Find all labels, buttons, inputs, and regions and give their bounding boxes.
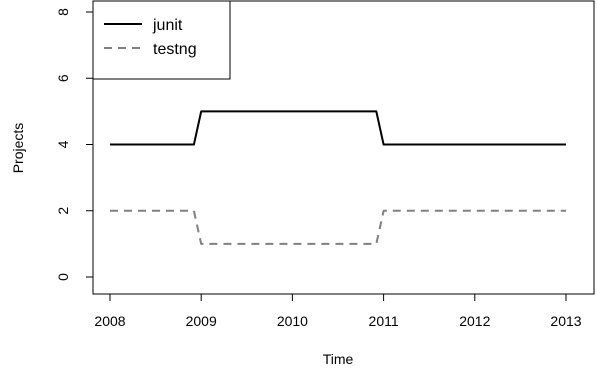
x-axis-title: Time xyxy=(323,351,354,367)
y-tick-label: 8 xyxy=(55,8,71,16)
series-line-junit xyxy=(110,110,566,146)
y-tick-label: 4 xyxy=(55,140,71,148)
x-axis: 2008 2009 2010 2011 2012 2013 xyxy=(94,293,582,329)
x-tick-label: 2011 xyxy=(369,313,399,329)
x-tick-label: 2012 xyxy=(459,313,490,329)
legend-box xyxy=(92,0,231,80)
x-tick-label: 2008 xyxy=(94,313,125,329)
x-tick-label: 2013 xyxy=(550,313,581,329)
y-tick-label: 0 xyxy=(55,273,71,281)
legend-label-testng: testng xyxy=(153,41,197,58)
y-tick-label: 2 xyxy=(55,207,71,215)
y-axis: 0 2 4 6 8 xyxy=(55,8,94,281)
legend: junit testng xyxy=(92,0,231,80)
y-tick-label: 6 xyxy=(55,74,71,82)
x-tick-label: 2009 xyxy=(186,313,217,329)
legend-label-junit: junit xyxy=(152,17,183,34)
y-axis-title: Projects xyxy=(10,123,26,174)
series-layer xyxy=(110,110,566,245)
x-tick-label: 2010 xyxy=(277,313,308,329)
series-line-testng xyxy=(110,209,566,245)
